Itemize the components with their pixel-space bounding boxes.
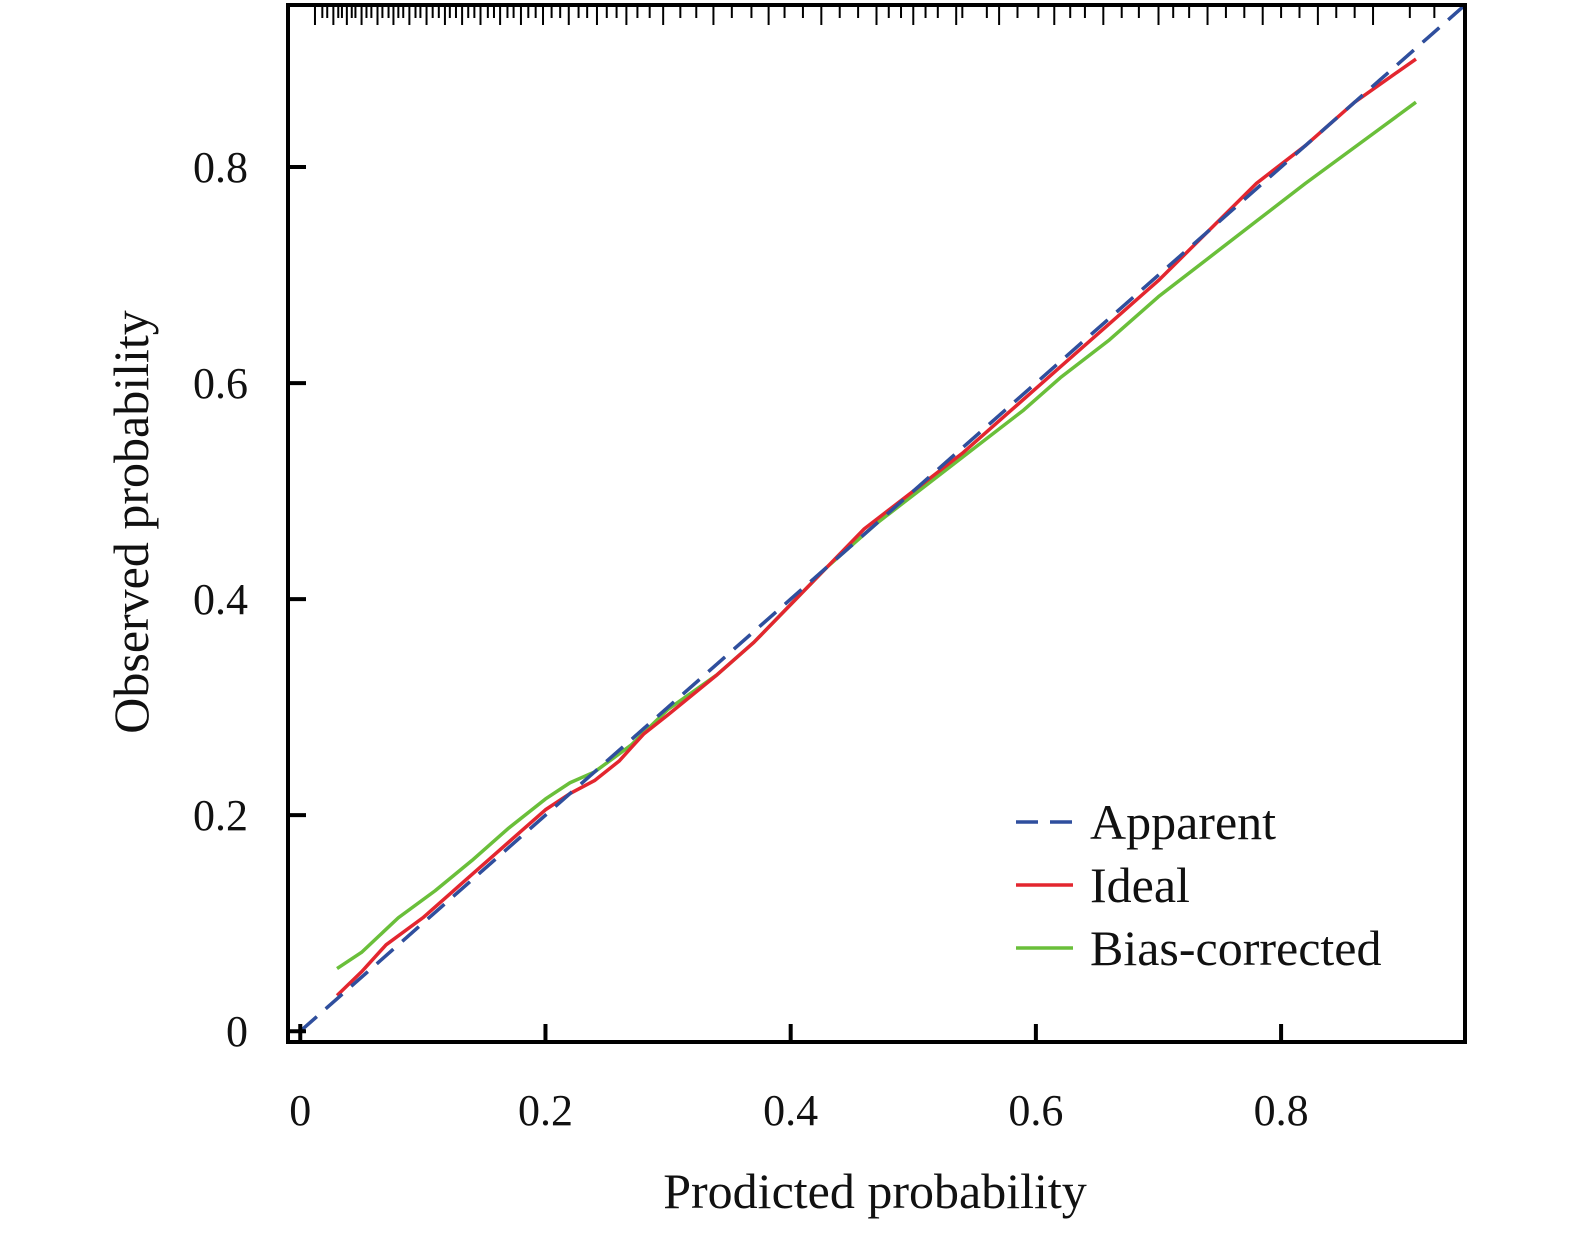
series-line-ideal xyxy=(335,57,1417,997)
axes xyxy=(286,3,1467,1044)
y-tick-label: 0.2 xyxy=(193,791,248,840)
legend: Apparent Ideal Bias-corrected xyxy=(1016,794,1382,976)
legend-label: Bias-corrected xyxy=(1090,920,1382,976)
x-tick-label: 0.4 xyxy=(763,1086,818,1135)
x-tick-label: 0.2 xyxy=(518,1086,573,1135)
x-tick-label: 0 xyxy=(289,1086,311,1135)
y-tick-label: 0.6 xyxy=(193,359,248,408)
x-tick-label: 0.6 xyxy=(1008,1086,1063,1135)
legend-label: Apparent xyxy=(1090,794,1276,850)
x-tick-label: 0.8 xyxy=(1254,1086,1309,1135)
y-axis-title: Observed probability xyxy=(103,310,159,734)
rug-marks xyxy=(313,5,1436,25)
series-line-apparent xyxy=(299,3,1467,1033)
ticks: 0 0.2 0.4 0.6 0.8 0 0.2 0.4 0.6 0.8 xyxy=(193,143,1309,1135)
y-tick-label: 0.8 xyxy=(193,143,248,192)
x-axis-title: Prodicted probability xyxy=(663,1163,1087,1219)
y-tick-label: 0 xyxy=(226,1007,248,1056)
plot-frame xyxy=(286,3,1467,1044)
y-tick-label: 0.4 xyxy=(193,575,248,624)
legend-label: Ideal xyxy=(1090,857,1190,913)
series-lines xyxy=(299,3,1467,1033)
